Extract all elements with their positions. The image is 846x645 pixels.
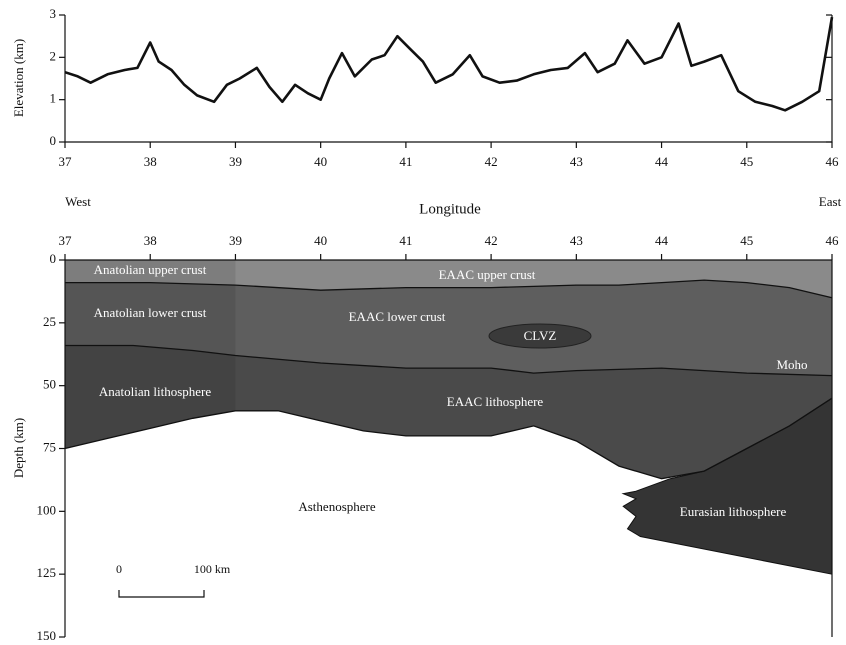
y-tick-label: 0 bbox=[50, 251, 57, 266]
region-label: Eurasian lithosphere bbox=[680, 504, 787, 519]
boundary-line bbox=[64, 397, 833, 480]
region-label: Anatolian lower crust bbox=[94, 305, 207, 320]
y-tick-label: 75 bbox=[43, 439, 56, 454]
y-tick-label: 2 bbox=[50, 48, 57, 63]
y-axis-label: Elevation (km) bbox=[11, 39, 26, 117]
x-tick-label: 42 bbox=[485, 233, 498, 248]
y-tick-label: 25 bbox=[43, 314, 56, 329]
x-tick-label: 38 bbox=[144, 154, 157, 169]
scale-label: 0 bbox=[116, 562, 122, 576]
x-tick-label: 44 bbox=[655, 233, 669, 248]
x-tick-label: 39 bbox=[229, 154, 242, 169]
scale-bar bbox=[118, 590, 205, 598]
region-label: Asthenosphere bbox=[298, 499, 375, 514]
x-tick-label: 46 bbox=[826, 233, 840, 248]
x-tick-label: 40 bbox=[314, 233, 327, 248]
axis-frame bbox=[64, 15, 833, 143]
x-tick-label: 45 bbox=[740, 233, 753, 248]
x-tick-label: 41 bbox=[399, 233, 412, 248]
y-tick-label: 3 bbox=[50, 6, 57, 21]
region-label: Anatolian lithosphere bbox=[99, 384, 212, 399]
boundary-line bbox=[65, 279, 833, 299]
x-tick-label: 43 bbox=[570, 154, 583, 169]
clvz-body bbox=[488, 323, 592, 349]
region-label: EAAC upper crust bbox=[439, 267, 536, 282]
annotation: West bbox=[65, 194, 91, 209]
y-tick-label: 50 bbox=[43, 377, 56, 392]
x-tick-label: 37 bbox=[59, 233, 73, 248]
lower-crust-fill bbox=[65, 260, 832, 376]
upper-crust-fill bbox=[65, 260, 832, 298]
x-tick-label: 40 bbox=[314, 154, 327, 169]
x-tick-label: 37 bbox=[59, 154, 73, 169]
region-label: EAAC lower crust bbox=[349, 309, 446, 324]
x-tick-label: 44 bbox=[655, 154, 669, 169]
y-tick-label: 100 bbox=[37, 502, 57, 517]
region-label: Anatolian upper crust bbox=[94, 262, 207, 277]
y-tick-label: 0 bbox=[50, 133, 57, 148]
boundary-line bbox=[65, 344, 833, 377]
region-label: CLVZ bbox=[524, 328, 557, 343]
annotation: East bbox=[819, 194, 842, 209]
y-tick-label: 150 bbox=[37, 628, 57, 643]
region-label: EAAC lithosphere bbox=[447, 394, 544, 409]
x-tick-label: 46 bbox=[826, 154, 840, 169]
x-tick-label: 43 bbox=[570, 233, 583, 248]
y-axis-label: Depth (km) bbox=[11, 418, 26, 478]
x-tick-label: 41 bbox=[399, 154, 412, 169]
x-axis-label: Longitude bbox=[419, 201, 481, 217]
boundary-label: Moho bbox=[776, 357, 807, 372]
scale-label: 100 km bbox=[194, 562, 231, 576]
x-tick-label: 38 bbox=[144, 233, 157, 248]
x-tick-label: 45 bbox=[740, 154, 753, 169]
y-tick-label: 125 bbox=[37, 565, 57, 580]
elevation-line bbox=[64, 16, 834, 112]
x-tick-label: 39 bbox=[229, 233, 242, 248]
y-tick-label: 1 bbox=[50, 91, 57, 106]
x-tick-label: 42 bbox=[485, 154, 498, 169]
cross-section-fills bbox=[64, 260, 833, 575]
